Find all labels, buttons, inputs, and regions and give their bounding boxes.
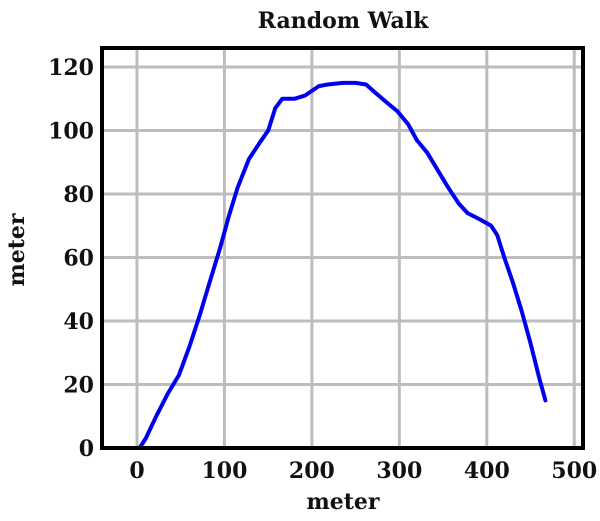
y-tick-label: 120 xyxy=(48,55,94,81)
x-tick-label: 200 xyxy=(289,458,335,484)
y-tick-label: 80 xyxy=(63,182,94,208)
series-line-walk xyxy=(137,80,548,450)
x-tick-label: 500 xyxy=(551,458,597,484)
y-tick-label: 20 xyxy=(63,373,94,399)
x-tick-label: 300 xyxy=(376,458,422,484)
y-tick-label: 100 xyxy=(48,119,94,145)
chart-title: Random Walk xyxy=(258,8,429,34)
y-axis-label: meter xyxy=(4,213,30,286)
y-tick-label: 40 xyxy=(63,309,94,335)
y-tick-label: 0 xyxy=(79,436,94,462)
x-tick-label: 100 xyxy=(201,458,247,484)
x-tick-label: 0 xyxy=(129,458,144,484)
y-tick-label: 60 xyxy=(63,246,94,272)
y-tick-labels: 0 20 40 60 80 100 120 xyxy=(48,55,94,462)
x-tick-label: 400 xyxy=(464,458,510,484)
grid-lines xyxy=(102,48,583,450)
plot-frame xyxy=(100,46,585,450)
x-tick-labels: 0 100 200 300 400 500 xyxy=(129,458,597,484)
x-axis-label: meter xyxy=(306,489,379,515)
